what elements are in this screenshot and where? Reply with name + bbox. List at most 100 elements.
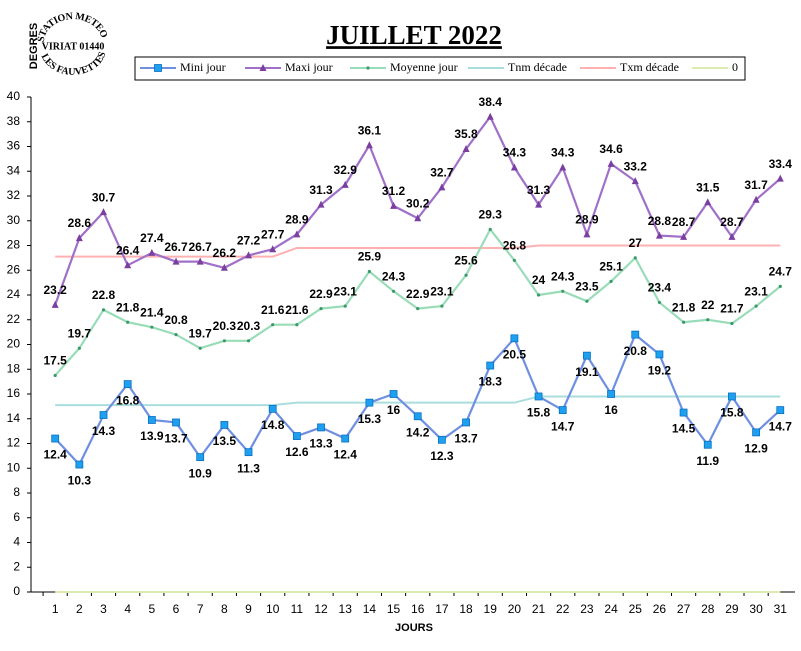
y-tick-label: 2 [13,559,20,573]
x-tick-label: 10 [266,602,280,616]
data-label: 22 [701,298,715,312]
point [51,300,59,308]
data-label: 12.4 [334,448,358,462]
data-label: 28.9 [285,213,309,227]
point [512,258,517,262]
data-label: 13.7 [164,432,188,446]
point [154,64,162,72]
point [776,174,784,182]
data-label: 12.3 [430,449,454,463]
point [413,412,422,421]
data-label: 16.8 [116,393,140,407]
y-tick-label: 8 [13,485,20,499]
point [438,183,446,191]
x-tick-label: 8 [221,602,228,616]
point [679,408,688,417]
data-label: 11.3 [237,461,260,475]
data-label: 28.7 [672,215,696,229]
data-label: 36.1 [358,123,382,137]
point [561,289,565,293]
data-label: 11.9 [696,454,719,468]
data-label: 20.3 [213,319,237,333]
data-label: 24.3 [551,269,575,283]
data-label: 26.2 [213,246,237,260]
point [607,390,615,398]
legend-label: Txm décade [620,60,679,74]
point [655,350,664,359]
point [196,453,205,462]
data-label: 20.5 [503,347,527,361]
y-tick-label: 38 [7,114,21,128]
series-line [55,244,781,258]
data-label: 27.2 [237,234,261,248]
data-label: 28.7 [720,215,744,229]
data-label: 26.8 [503,239,527,253]
point [609,279,613,283]
data-label: 21.6 [285,303,309,317]
y-tick-label: 34 [7,163,21,177]
y-tick-label: 20 [7,337,21,351]
data-label: 31.3 [309,183,333,197]
x-tick-label: 12 [314,602,328,616]
data-label: 26.7 [189,240,213,254]
data-label: 13.7 [454,432,478,446]
point [416,307,420,311]
data-label: 13.5 [213,434,237,448]
data-label: 21.8 [116,300,140,314]
data-label: 23.1 [430,284,454,298]
point [53,373,57,378]
point [99,411,108,419]
data-label: 19.1 [575,365,599,379]
data-label: 14.8 [261,418,285,432]
point [246,339,251,343]
data-label: 35.8 [454,127,478,141]
point [680,232,688,240]
data-label: 27.4 [140,231,164,245]
y-tick-label: 12 [7,436,21,450]
point [150,325,154,329]
logo-text: STATION METEO [36,11,109,42]
data-label: 30.2 [406,196,430,210]
data-label: 34.3 [503,146,527,160]
point [77,346,81,350]
point [778,284,782,288]
data-label: 12.9 [744,442,768,456]
legend-label: Moyenne jour [390,60,458,74]
data-label: 34.6 [599,142,623,156]
data-label: 31.3 [527,183,551,197]
data-label: 21.4 [140,305,164,319]
data-label: 22.9 [406,287,430,301]
x-tick-label: 16 [411,602,425,616]
y-tick-label: 24 [7,287,21,301]
point [172,257,180,265]
data-label: 14.7 [551,419,575,433]
point [703,440,712,449]
data-label: 23.1 [334,284,358,298]
data-label: 12.6 [285,445,309,459]
x-tick-label: 22 [556,602,570,616]
data-label: 24.3 [382,269,406,283]
x-tick-label: 30 [749,602,763,616]
point [655,231,663,239]
x-tick-label: 13 [339,602,353,616]
point [198,346,202,350]
logo-middle: VIRIAT 01440 [42,41,105,52]
data-label: 20.8 [624,344,648,358]
point [245,251,253,259]
point [704,198,712,206]
point [147,416,156,424]
point [389,390,398,398]
point [534,392,543,401]
point [558,406,567,414]
point [196,257,204,265]
point [464,273,468,277]
data-label: 22.9 [309,287,333,301]
y-tick-label: 18 [7,361,21,375]
data-label: 28.6 [68,216,92,230]
legend-label: Maxi jour [285,60,333,74]
data-label: 28.9 [575,213,599,227]
data-label: 13.9 [140,429,164,443]
data-label: 19.7 [189,326,213,340]
point [437,435,446,444]
